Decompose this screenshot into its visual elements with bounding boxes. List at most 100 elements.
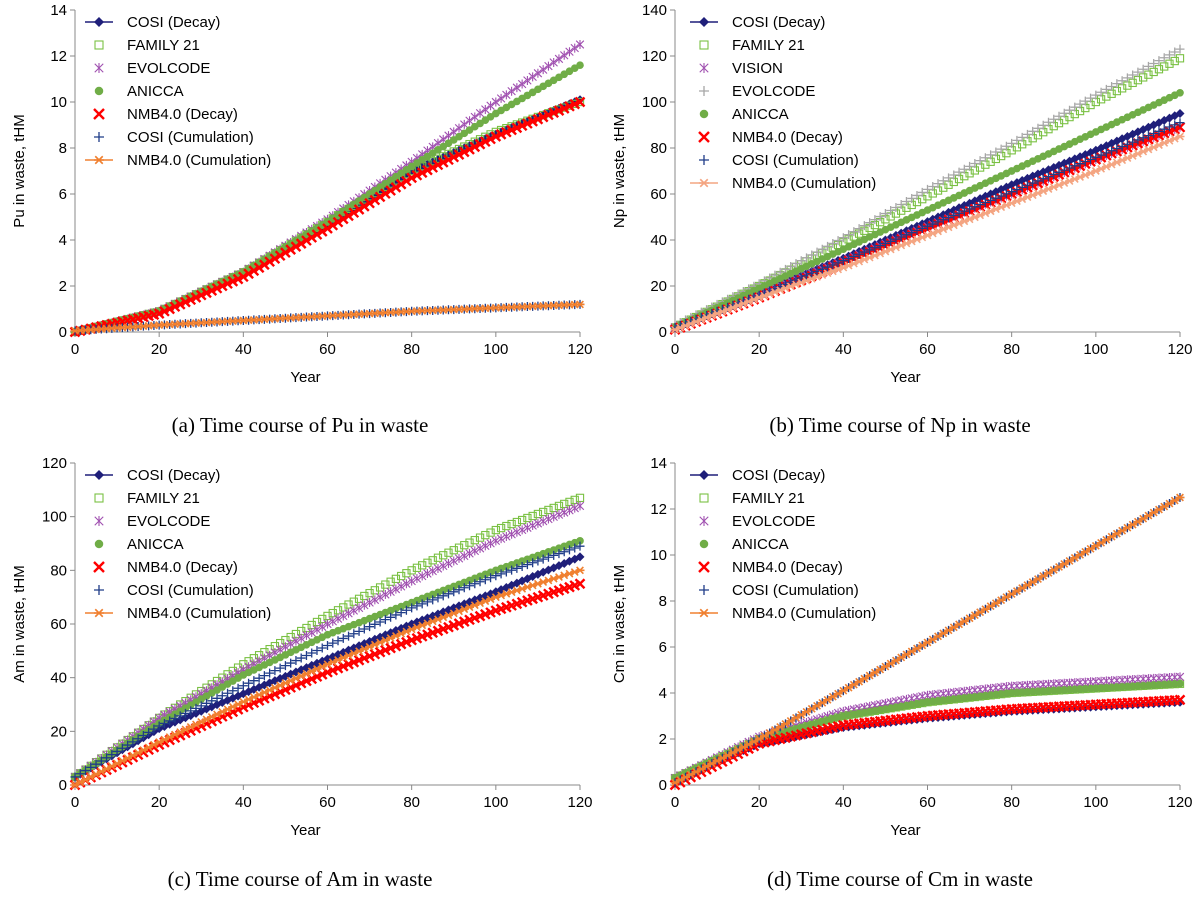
data-point bbox=[533, 518, 543, 528]
legend-entry: NMB4.0 (Decay) bbox=[93, 106, 238, 123]
legend-marker bbox=[93, 108, 105, 120]
data-point bbox=[365, 622, 375, 632]
data-point bbox=[896, 232, 906, 242]
legend-entry: EVOLCODE bbox=[699, 513, 815, 530]
data-point bbox=[870, 215, 880, 225]
data-point bbox=[418, 561, 427, 570]
y-tick-label: 120 bbox=[642, 48, 667, 65]
legend-marker bbox=[94, 608, 104, 618]
y-tick-label: 60 bbox=[50, 616, 67, 633]
x-tick-label: 80 bbox=[403, 341, 420, 358]
data-point bbox=[880, 718, 890, 728]
data-point bbox=[538, 65, 548, 75]
data-point bbox=[496, 569, 506, 579]
data-point bbox=[1054, 704, 1064, 714]
legend-entry: ANICCA bbox=[699, 106, 789, 123]
data-point bbox=[291, 656, 301, 666]
data-point bbox=[1065, 163, 1075, 173]
x-axis-label: Year bbox=[890, 822, 920, 839]
data-point bbox=[522, 560, 532, 570]
data-point bbox=[838, 233, 848, 243]
data-point bbox=[1175, 118, 1185, 128]
data-point bbox=[996, 144, 1006, 154]
chart-cm: 0 2 4 6 8 10 12 14 0 20 40 60 80 100 120 Year Cm in wast… bbox=[611, 455, 1193, 839]
data-point bbox=[375, 583, 385, 592]
data-point bbox=[576, 536, 584, 545]
data-point bbox=[875, 241, 885, 251]
data-point bbox=[512, 517, 522, 527]
data-point bbox=[491, 97, 501, 107]
data-point bbox=[991, 193, 1001, 203]
data-point bbox=[923, 184, 932, 194]
data-point bbox=[523, 75, 532, 85]
data-point bbox=[1160, 62, 1169, 71]
data-point bbox=[907, 228, 917, 238]
legend-label: NMB4.0 (Decay) bbox=[732, 129, 843, 146]
data-point bbox=[486, 101, 495, 111]
data-point bbox=[517, 515, 527, 525]
data-point bbox=[549, 550, 559, 560]
data-point bbox=[354, 626, 364, 636]
data-point bbox=[307, 660, 317, 670]
data-point bbox=[274, 250, 286, 262]
data-point bbox=[1059, 165, 1069, 175]
data-point bbox=[1017, 132, 1027, 142]
legend-entry: NMB4.0 (Decay) bbox=[93, 559, 238, 576]
data-point bbox=[554, 549, 564, 559]
data-point bbox=[1159, 124, 1169, 134]
data-point bbox=[574, 96, 586, 108]
data-point bbox=[870, 243, 880, 253]
data-point bbox=[1149, 120, 1159, 130]
data-point bbox=[401, 605, 411, 615]
data-point bbox=[1159, 53, 1169, 63]
data-point bbox=[1144, 70, 1153, 79]
legend-entry: NMB4.0 (Decay) bbox=[698, 129, 843, 146]
data-point bbox=[207, 702, 217, 712]
data-point bbox=[570, 554, 580, 564]
data-point bbox=[886, 206, 896, 216]
data-point bbox=[565, 47, 574, 57]
x-tick-label: 0 bbox=[671, 341, 679, 358]
data-point bbox=[496, 534, 506, 544]
data-point bbox=[1101, 84, 1111, 94]
data-point bbox=[75, 769, 85, 779]
data-point bbox=[1096, 87, 1106, 97]
data-point bbox=[432, 159, 444, 171]
legend-label: NMB4.0 (Decay) bbox=[732, 559, 843, 576]
data-point bbox=[1075, 152, 1085, 162]
data-point bbox=[1086, 154, 1096, 164]
y-tick-label: 120 bbox=[42, 455, 67, 472]
x-tick-label: 40 bbox=[235, 794, 252, 811]
legend-entry: FAMILY 21 bbox=[699, 490, 805, 507]
legend-label: NMB4.0 (Decay) bbox=[127, 559, 238, 576]
data-point bbox=[512, 563, 522, 573]
data-point bbox=[544, 505, 553, 515]
data-point bbox=[844, 230, 854, 240]
data-point bbox=[370, 595, 380, 605]
data-point bbox=[86, 762, 96, 772]
data-point bbox=[196, 701, 206, 711]
data-point bbox=[1138, 133, 1148, 143]
data-point bbox=[565, 497, 574, 507]
data-point bbox=[912, 190, 922, 200]
data-point bbox=[538, 554, 548, 564]
data-point bbox=[1054, 167, 1064, 177]
x-tick-label: 80 bbox=[403, 794, 420, 811]
data-point bbox=[423, 569, 432, 579]
data-point bbox=[523, 513, 532, 523]
y-tick-label: 20 bbox=[650, 278, 667, 295]
data-point bbox=[264, 256, 275, 268]
data-point bbox=[338, 633, 348, 643]
data-point bbox=[933, 217, 943, 227]
data-point bbox=[991, 147, 1001, 157]
data-point bbox=[1096, 95, 1106, 104]
x-tick-label: 20 bbox=[751, 794, 768, 811]
data-point bbox=[244, 678, 254, 688]
data-point bbox=[549, 563, 559, 573]
data-point bbox=[349, 629, 359, 639]
data-point bbox=[286, 639, 295, 649]
data-point bbox=[528, 511, 537, 521]
data-point bbox=[217, 697, 227, 707]
legend-label: EVOLCODE bbox=[127, 513, 210, 530]
data-point bbox=[186, 711, 196, 721]
